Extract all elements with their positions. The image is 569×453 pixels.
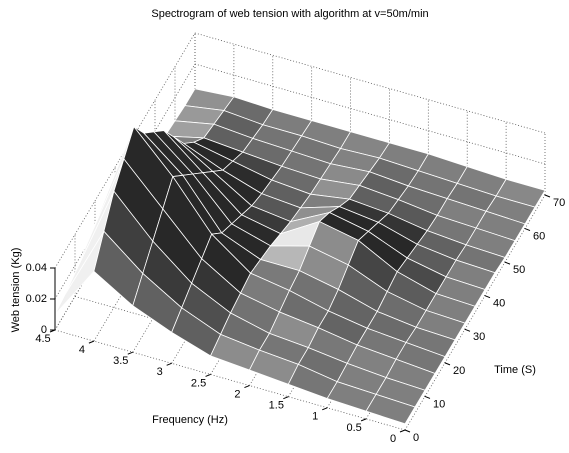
grid-line xyxy=(54,32,196,269)
x-axis-label: Frequency (Hz) xyxy=(152,414,228,426)
tick xyxy=(88,340,95,344)
grid-line xyxy=(54,329,406,431)
x-tick-label: 1 xyxy=(312,411,318,423)
x-tick-label: 1.5 xyxy=(269,400,284,412)
tick xyxy=(504,261,511,265)
tick xyxy=(322,407,328,411)
grid-line xyxy=(93,105,235,342)
x-tick-label: 0.5 xyxy=(346,422,361,434)
x-tick-label: 3.5 xyxy=(113,355,128,367)
x-tick-label: 4 xyxy=(79,344,85,356)
x-tick-label: 3 xyxy=(157,366,163,378)
tick xyxy=(424,395,431,399)
grid-line xyxy=(194,63,546,165)
tick xyxy=(360,418,367,422)
tick xyxy=(205,373,211,377)
y-tick-label: 0 xyxy=(413,432,419,444)
tick xyxy=(544,194,551,198)
tick xyxy=(524,228,531,232)
tick xyxy=(399,429,406,433)
y-tick-label: 60 xyxy=(533,230,545,242)
y-tick-label: 50 xyxy=(513,264,525,276)
tick xyxy=(244,385,250,389)
grid-line xyxy=(54,94,196,331)
surface-patch xyxy=(365,393,416,425)
y-tick-label: 40 xyxy=(493,298,505,310)
grid-line xyxy=(404,194,546,431)
x-tick-label: 4.5 xyxy=(35,333,50,345)
tick xyxy=(404,429,411,433)
x-tick-label: 2 xyxy=(234,388,240,400)
y-axis-label: Time (S) xyxy=(494,364,536,376)
tick xyxy=(444,362,451,366)
y-tick-label: 20 xyxy=(453,365,465,377)
y-tick-label: 70 xyxy=(553,197,565,209)
tick xyxy=(283,396,289,400)
y-tick-label: 10 xyxy=(433,398,445,410)
grid-line xyxy=(194,32,546,134)
z-tick-label: 0 xyxy=(41,324,47,336)
x-tick-label: 0 xyxy=(390,433,396,445)
tick xyxy=(464,328,471,332)
tick xyxy=(166,362,172,366)
x-tick-label: 2.5 xyxy=(191,377,206,389)
chart-title: Spectrogram of web tension with algorith… xyxy=(151,8,428,20)
z-tick-label: 0.04 xyxy=(26,262,47,274)
tick xyxy=(484,295,491,299)
y-tick-label: 30 xyxy=(473,331,485,343)
grid-line xyxy=(54,63,196,300)
z-tick-label: 0.02 xyxy=(26,293,47,305)
tick xyxy=(127,351,133,355)
z-axis-label: Web tension (Kg) xyxy=(10,248,22,333)
